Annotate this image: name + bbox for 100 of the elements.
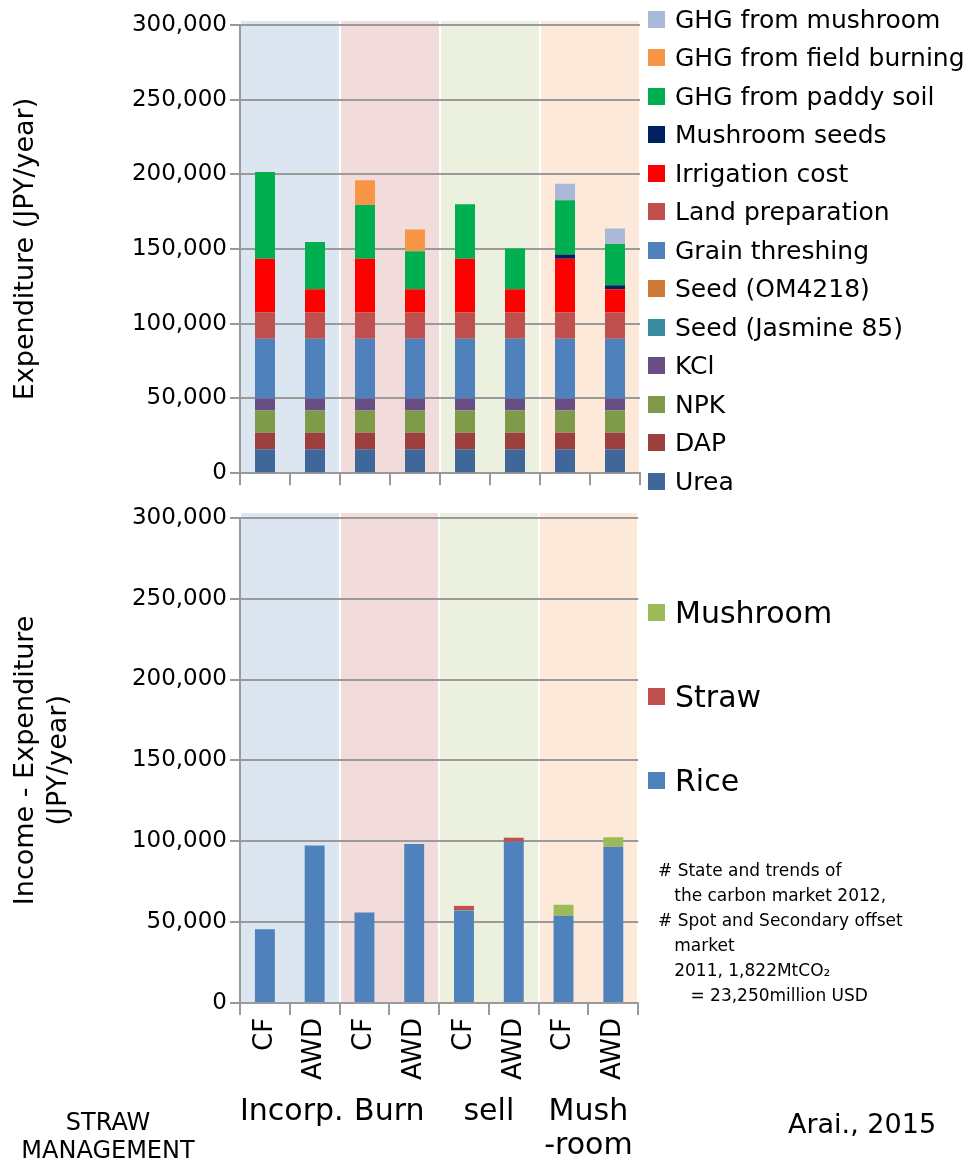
y-tick-label: 100,000 [131,308,227,335]
bar [355,258,375,313]
text: STRAW MANAGEMENT [20,1108,196,1158]
bar [405,449,425,473]
y-tick-label: 250,000 [131,583,227,610]
bar [305,312,325,339]
legend-label: DAP [675,428,726,458]
bar [455,449,475,473]
bar [605,449,625,473]
bar [255,338,275,399]
text: Mush -room [543,1091,634,1158]
bar [455,410,475,433]
bar [505,449,525,473]
bar [505,248,525,290]
bar [555,312,575,339]
bar [605,244,625,286]
y-tick-label: 0 [212,987,227,1014]
x-tick-label: CF [347,1017,378,1051]
y-tick-label: 150,000 [131,744,227,771]
y-tick-label: 250,000 [131,84,227,111]
bar [254,928,275,1002]
y-axis-title: Income - Expenditure (JPY/year) [8,615,72,905]
bar [455,338,475,399]
bar [304,844,325,1002]
bar [605,432,625,450]
y-tick-label: 300,000 [131,9,227,36]
x-tick-label: AWD [396,1017,427,1080]
legend-label: GHG from mushroom [675,4,941,34]
legend-label: Irrigation cost [675,158,849,188]
bar [555,183,575,201]
legend-label: Rice [675,763,740,798]
bar [255,172,275,259]
x-tick-label: CF [446,1017,477,1051]
text: Burn [354,1091,425,1127]
bar [603,846,624,1002]
x-tick-label: AWD [297,1017,328,1080]
bar [605,289,625,313]
x-tick-label: AWD [496,1017,527,1080]
bar [255,432,275,450]
text: sell [462,1091,516,1127]
legend-label: Seed (OM4218) [675,274,870,304]
bar [503,841,524,1002]
bar [405,229,425,252]
bar [405,338,425,399]
bar [553,904,574,916]
bar [555,398,575,411]
bar [505,289,525,313]
text: Incorp. [240,1091,344,1127]
legend-label: NPK [675,389,726,419]
bar [603,836,624,847]
bar [455,432,475,450]
legend-label: Straw [675,679,762,714]
legend-label: Land preparation [675,197,890,227]
bar [605,398,625,411]
bar [505,398,525,411]
bar [455,258,475,313]
bar [605,285,625,290]
bar [605,228,625,245]
bar [255,258,275,313]
bar [305,338,325,399]
bar [355,432,375,450]
bar [405,289,425,313]
legend-label: Mushroom [675,595,833,630]
bar [305,398,325,411]
bar [355,449,375,473]
legend-label: GHG from field burning [675,43,965,73]
bar [404,843,425,1002]
bar [505,312,525,339]
bar [355,204,375,259]
bar [355,180,375,205]
y-tick-label: 100,000 [131,825,227,852]
y-tick-label: 50,000 [146,383,227,410]
bar [555,449,575,473]
bar [354,912,375,1002]
bar [553,915,574,1002]
bar [405,251,425,290]
legend-label: Seed (Jasmine 85) [675,312,903,342]
legend-label: Mushroom seeds [675,120,887,150]
bar [455,398,475,411]
bar [555,254,575,259]
bar [405,410,425,433]
bar [555,200,575,255]
bar [255,410,275,433]
bar [505,338,525,399]
legend-label: Urea [675,466,734,496]
x-tick-label: AWD [596,1017,627,1080]
bar [455,204,475,259]
bar [605,410,625,433]
text: # State and trends of the carbon market 2012, # Spot and Secondary offset market 2011, 1,822MtCO₂ = 23,250million USD [658,859,903,1007]
bar [355,398,375,411]
text: Arai., 2015 [788,1108,937,1139]
y-tick-label: 50,000 [146,906,227,933]
y-tick-label: 0 [212,458,227,485]
bar [605,338,625,399]
x-tick-label: CF [546,1017,577,1051]
y-tick-label: 300,000 [131,502,227,529]
bar [355,312,375,339]
bar [605,312,625,339]
bar [505,432,525,450]
bar [455,312,475,339]
